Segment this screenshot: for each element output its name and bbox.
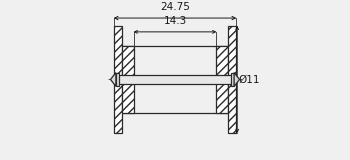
Bar: [122, 46, 134, 113]
Text: Ø11: Ø11: [239, 74, 260, 84]
Bar: [114, 26, 122, 133]
Text: 24.75: 24.75: [160, 2, 190, 12]
Bar: [231, 72, 234, 86]
Polygon shape: [111, 72, 116, 86]
Bar: [116, 75, 234, 84]
Bar: [216, 46, 228, 113]
Polygon shape: [234, 72, 239, 86]
Bar: [116, 72, 119, 86]
Bar: [228, 26, 236, 133]
Text: 14.3: 14.3: [163, 16, 187, 27]
